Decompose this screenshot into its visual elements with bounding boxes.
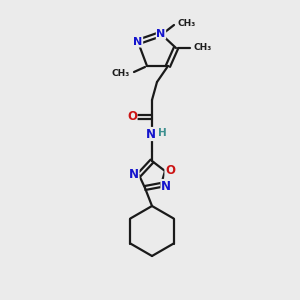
Text: N: N (156, 29, 166, 39)
Text: O: O (127, 110, 137, 124)
Text: N: N (129, 169, 139, 182)
Text: N: N (146, 128, 156, 140)
Text: N: N (134, 37, 142, 47)
Text: N: N (161, 179, 171, 193)
Text: O: O (165, 164, 175, 178)
Text: CH₃: CH₃ (193, 44, 211, 52)
Text: CH₃: CH₃ (112, 70, 130, 79)
Text: CH₃: CH₃ (178, 20, 196, 28)
Text: H: H (158, 128, 166, 138)
